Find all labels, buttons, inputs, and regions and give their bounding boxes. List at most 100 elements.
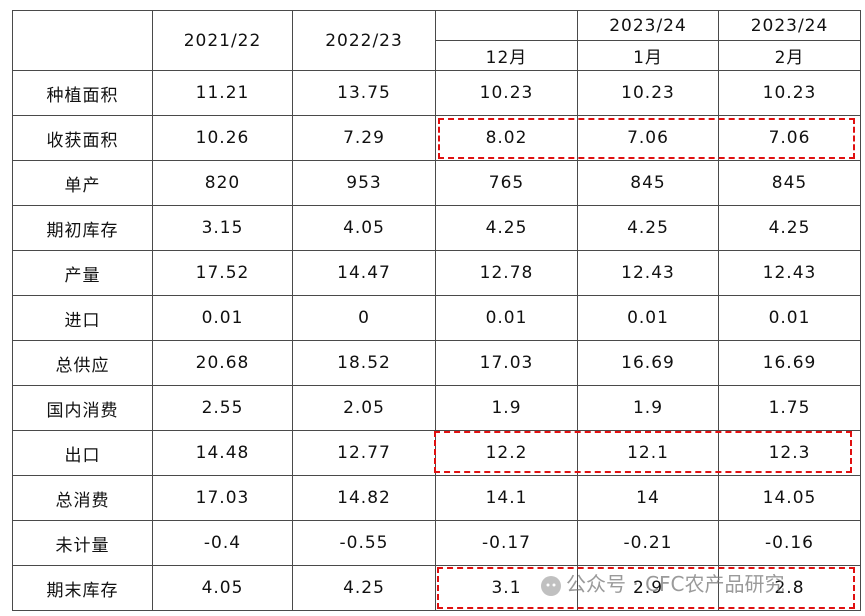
row-label: 收获面积 [12,115,153,161]
watermark-text: 公众号 · CFC农产品研究 [566,572,785,596]
value-cell: 0 [292,295,436,341]
value-cell: -0.4 [152,520,293,566]
value-cell: 13.75 [292,70,436,116]
value-cell: 845 [577,160,719,206]
row-label: 总供应 [12,340,153,386]
data-table: 2021/22 2022/23 2023/24 2023/24 12月 1月 2月 种植面积 1… [12,10,861,611]
value-cell: 10.26 [152,115,293,161]
value-cell: 3.15 [152,205,293,251]
highlight-box [437,567,855,609]
row-label: 未计量 [12,520,153,566]
value-cell: 953 [292,160,436,206]
data-row: 期末库存 4.05 4.25 3.1 2.9 2.8 [12,565,861,611]
column-header: 2022/23 [292,10,436,71]
data-row: 期初库存 3.15 4.05 4.25 4.25 4.25 [12,205,861,251]
value-cell: 12.77 [292,430,436,476]
value-cell: -0.21 [577,520,719,566]
value-cell: 14.48 [152,430,293,476]
data-row: 国内消费 2.55 2.05 1.9 1.9 1.75 [12,385,861,431]
value-cell: 820 [152,160,293,206]
value-cell: 17.03 [152,475,293,521]
row-label: 期末库存 [12,565,153,611]
value-cell: 18.52 [292,340,436,386]
month-header: 2月 [718,40,861,71]
highlight-box [438,118,855,159]
data-row: 产量 17.52 14.47 12.78 12.43 12.43 [12,250,861,296]
value-cell: 14.47 [292,250,436,296]
value-cell: 0.01 [577,295,719,341]
value-cell: 0.01 [152,295,293,341]
value-cell: -0.55 [292,520,436,566]
value-cell: 17.52 [152,250,293,296]
value-cell: 7.29 [292,115,436,161]
value-cell: 845 [718,160,861,206]
value-cell: 2.9 [577,565,719,611]
corner-cell [12,10,153,71]
value-cell: 12.43 [718,250,861,296]
value-cell: 4.25 [718,205,861,251]
data-row: 收获面积 10.26 7.29 8.02 7.06 7.06 [12,115,861,161]
header-row: 2021/22 2022/23 2023/24 2023/24 [12,10,861,71]
data-row: 未计量 -0.4 -0.55 -0.17 -0.21 -0.16 [12,520,861,566]
row-label: 国内消费 [12,385,153,431]
header-row: 12月 1月 2月 [13,40,861,71]
value-cell: 11.21 [152,70,293,116]
row-label: 出口 [12,430,153,476]
month-header: 1月 [577,40,719,71]
row-label: 进口 [12,295,153,341]
value-cell: 0.01 [435,295,578,341]
value-cell: 1.75 [718,385,861,431]
value-cell: 17.03 [435,340,578,386]
value-cell: 14.05 [718,475,861,521]
data-row: 种植面积 11.21 13.75 10.23 10.23 10.23 [12,70,861,116]
value-cell: 7.06 [718,115,861,161]
value-cell: 14.1 [435,475,578,521]
value-cell: 4.05 [292,205,436,251]
year-header [435,10,578,41]
value-cell: 12.2 [435,430,578,476]
value-cell: 10.23 [435,70,578,116]
year-header: 2023/24 [577,10,719,41]
value-cell: 16.69 [718,340,861,386]
value-cell: 14.82 [292,475,436,521]
value-cell: -0.16 [718,520,861,566]
value-cell: 20.68 [152,340,293,386]
month-header: 12月 [435,40,578,71]
highlight-box [434,431,852,473]
row-label: 总消费 [12,475,153,521]
value-cell: 12.1 [577,430,719,476]
column-header: 2021/22 [152,10,293,71]
watermark: 公众号 · CFC农产品研究 [540,568,785,597]
value-cell: 12.43 [577,250,719,296]
year-header: 2023/24 [718,10,861,41]
value-cell: -0.17 [435,520,578,566]
value-cell: 1.9 [577,385,719,431]
value-cell: 0.01 [718,295,861,341]
value-cell: 765 [435,160,578,206]
row-label: 产量 [12,250,153,296]
value-cell: 4.25 [435,205,578,251]
row-label: 单产 [12,160,153,206]
value-cell: 2.05 [292,385,436,431]
value-cell: 16.69 [577,340,719,386]
value-cell: 7.06 [577,115,719,161]
value-cell: 4.25 [292,565,436,611]
value-cell: 1.9 [435,385,578,431]
value-cell: 8.02 [435,115,578,161]
value-cell: 2.8 [718,565,861,611]
value-cell: 4.25 [577,205,719,251]
value-cell: 10.23 [718,70,861,116]
value-cell: 14 [577,475,719,521]
row-label: 期初库存 [12,205,153,251]
data-row: 单产 820 953 765 845 845 [12,160,861,206]
data-row: 进口 0.01 0 0.01 0.01 0.01 [12,295,861,341]
value-cell: 12.78 [435,250,578,296]
value-cell: 10.23 [577,70,719,116]
value-cell: 4.05 [152,565,293,611]
data-row: 出口 14.48 12.77 12.2 12.1 12.3 [12,430,861,476]
row-label: 种植面积 [12,70,153,116]
value-cell: 2.55 [152,385,293,431]
data-row: 总供应 20.68 18.52 17.03 16.69 16.69 [12,340,861,386]
data-row: 总消费 17.03 14.82 14.1 14 14.05 [12,475,861,521]
